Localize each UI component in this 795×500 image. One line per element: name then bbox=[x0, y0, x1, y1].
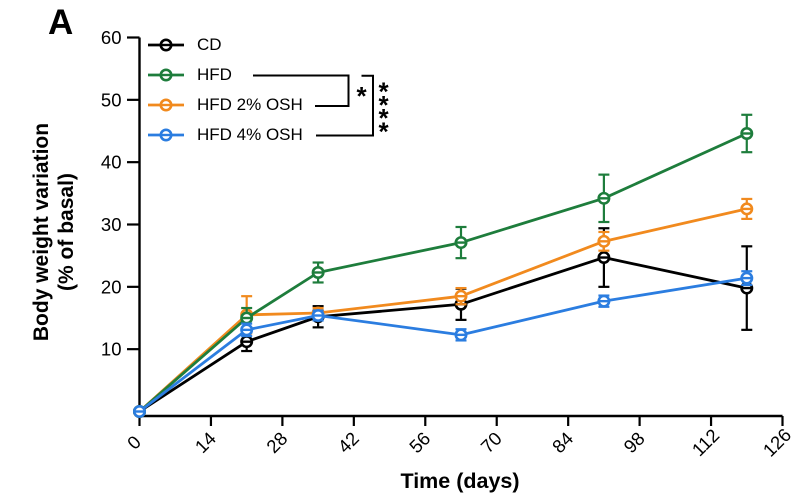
x-tick-label: 112 bbox=[688, 425, 724, 461]
y-tick-label: 50 bbox=[101, 89, 122, 110]
line-marker-icon bbox=[148, 128, 184, 142]
y-tick-label: 60 bbox=[101, 27, 122, 48]
panel-label: A bbox=[48, 3, 74, 42]
line-marker-icon bbox=[148, 38, 184, 52]
x-tick-label: 126 bbox=[759, 424, 795, 461]
x-axis-label: Time (days) bbox=[400, 469, 520, 493]
x-tick-label: 56 bbox=[405, 428, 434, 457]
y-tick-label: 40 bbox=[101, 152, 122, 173]
line-marker-icon bbox=[148, 98, 184, 112]
legend: CD HFD HFD 2% OSH HFD 4% OSH bbox=[147, 0, 387, 160]
x-tick-label: 28 bbox=[262, 428, 291, 457]
significance-stars: * bbox=[356, 81, 367, 111]
legend-item-hfd-2-osh: HFD 2% OSH bbox=[147, 95, 303, 114]
legend-label: HFD bbox=[197, 65, 232, 84]
significance-bracket-hfd-vs-4osh bbox=[316, 74, 374, 137]
significance-stars-vertical: * bbox=[378, 116, 389, 146]
y-tick-label: 30 bbox=[101, 214, 122, 235]
significance-stars-vertical: * bbox=[378, 90, 389, 120]
legend-label: CD bbox=[197, 35, 222, 54]
significance-stars-vertical: * bbox=[378, 77, 389, 107]
legend-item-hfd: HFD bbox=[147, 65, 232, 84]
legend-item-cd: CD bbox=[147, 35, 222, 54]
x-tick-label: 70 bbox=[476, 428, 505, 457]
x-tick-label: 98 bbox=[619, 428, 648, 457]
series-line-CD bbox=[138, 256, 748, 413]
line-marker-icon bbox=[148, 68, 184, 82]
significance-stars-vertical: * bbox=[378, 103, 389, 133]
y-tick-label: 10 bbox=[101, 339, 122, 360]
legend-item-hfd-4-osh: HFD 4% OSH bbox=[147, 125, 303, 144]
x-tick-label: 84 bbox=[548, 428, 577, 457]
y-tick-label: 20 bbox=[101, 276, 122, 297]
series-line-HFD bbox=[138, 132, 748, 413]
significance-bracket-hfd-vs-2osh bbox=[253, 74, 350, 107]
x-tick-label: 0 bbox=[123, 431, 145, 453]
legend-label: HFD 4% OSH bbox=[197, 125, 303, 144]
series-line-HFD 2% OSH bbox=[138, 207, 748, 413]
x-tick-label: 42 bbox=[334, 428, 363, 457]
x-tick-label: 14 bbox=[191, 428, 220, 457]
legend-label: HFD 2% OSH bbox=[197, 95, 303, 114]
series-line-HFD 4% OSH bbox=[138, 276, 748, 413]
